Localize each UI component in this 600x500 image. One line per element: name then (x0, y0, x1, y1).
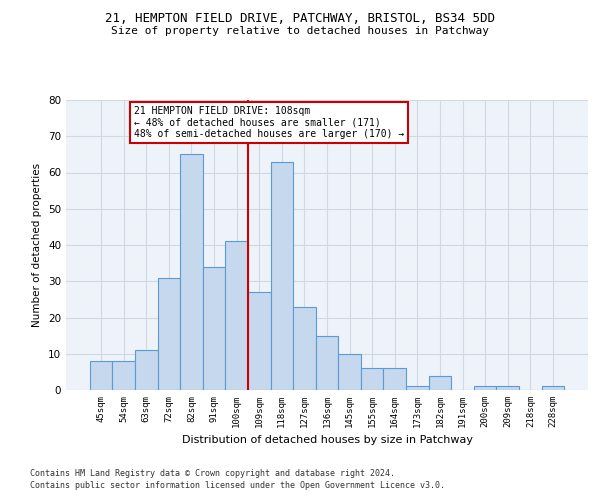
Text: Contains HM Land Registry data © Crown copyright and database right 2024.: Contains HM Land Registry data © Crown c… (30, 468, 395, 477)
Bar (248, 292, 271, 390)
Bar (203, 267, 226, 390)
Bar (158, 278, 180, 390)
Bar (226, 242, 248, 390)
Y-axis label: Number of detached properties: Number of detached properties (32, 163, 43, 327)
Bar (542, 386, 564, 390)
Bar (338, 354, 361, 390)
Bar (271, 162, 293, 390)
Bar (474, 386, 496, 390)
Bar (316, 336, 338, 390)
X-axis label: Distribution of detached houses by size in Patchway: Distribution of detached houses by size … (182, 436, 473, 446)
Text: 21, HEMPTON FIELD DRIVE, PATCHWAY, BRISTOL, BS34 5DD: 21, HEMPTON FIELD DRIVE, PATCHWAY, BRIST… (105, 12, 495, 26)
Text: 21 HEMPTON FIELD DRIVE: 108sqm
← 48% of detached houses are smaller (171)
48% of: 21 HEMPTON FIELD DRIVE: 108sqm ← 48% of … (134, 106, 404, 139)
Bar (383, 368, 406, 390)
Bar (496, 386, 519, 390)
Bar (428, 376, 451, 390)
Bar (406, 386, 428, 390)
Bar (112, 361, 135, 390)
Bar (293, 306, 316, 390)
Bar (361, 368, 383, 390)
Text: Size of property relative to detached houses in Patchway: Size of property relative to detached ho… (111, 26, 489, 36)
Bar (135, 350, 158, 390)
Text: Contains public sector information licensed under the Open Government Licence v3: Contains public sector information licen… (30, 481, 445, 490)
Bar (90, 361, 112, 390)
Bar (180, 154, 203, 390)
